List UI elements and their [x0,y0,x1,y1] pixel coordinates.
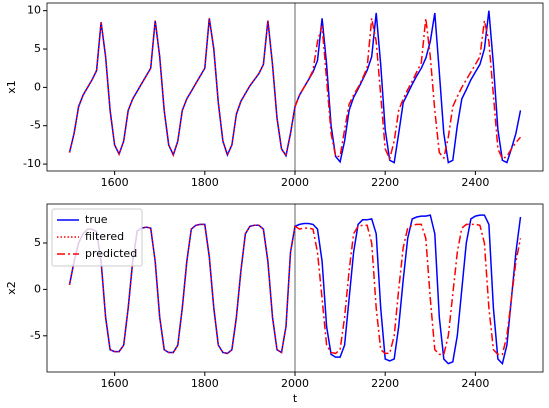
y-tick-label: -5 [30,329,41,342]
y-tick-label: 5 [34,236,41,249]
y-tick-label: -5 [30,119,41,132]
x-tick-label: 1600 [101,377,129,390]
x-tick-label: 2000 [281,377,309,390]
y-axis-label: x1 [5,80,18,94]
x-tick-label: 2400 [461,377,489,390]
x-tick-label: 1800 [191,176,219,189]
y-tick-label: 10 [27,4,41,17]
x-axis-label: t [293,392,298,405]
x-tick-label: 1800 [191,377,219,390]
axes-frame [46,2,544,172]
y-tick-label: 0 [34,282,41,295]
legend-label: filtered [85,230,124,243]
y-axis-label: x2 [5,281,18,295]
legend-box [51,208,143,267]
axes-frame [46,203,544,373]
x-tick-label: 2400 [461,176,489,189]
series-line [294,18,522,161]
y-tick-label: 0 [34,80,41,93]
x-tick-label: 2200 [371,176,399,189]
subplot: 1600 1800 2000 2200 2400 -10 -5 0 5 10 x1 [5,2,544,189]
y-tick-label: 5 [34,42,41,55]
series-line [68,18,296,158]
legend-label: true [85,213,108,226]
x-tick-label: 2000 [281,176,309,189]
x-tick-label: 1600 [101,176,129,189]
legend-label: predicted [85,247,137,260]
y-tick-label: -10 [23,157,41,170]
legend: true filtered predicted [51,208,143,267]
x-tick-label: 2200 [371,377,399,390]
subplot: 1600 1800 2000 2200 2400 -5 0 5 x2 t true filtered p… [5,203,544,405]
series-line [294,223,522,356]
